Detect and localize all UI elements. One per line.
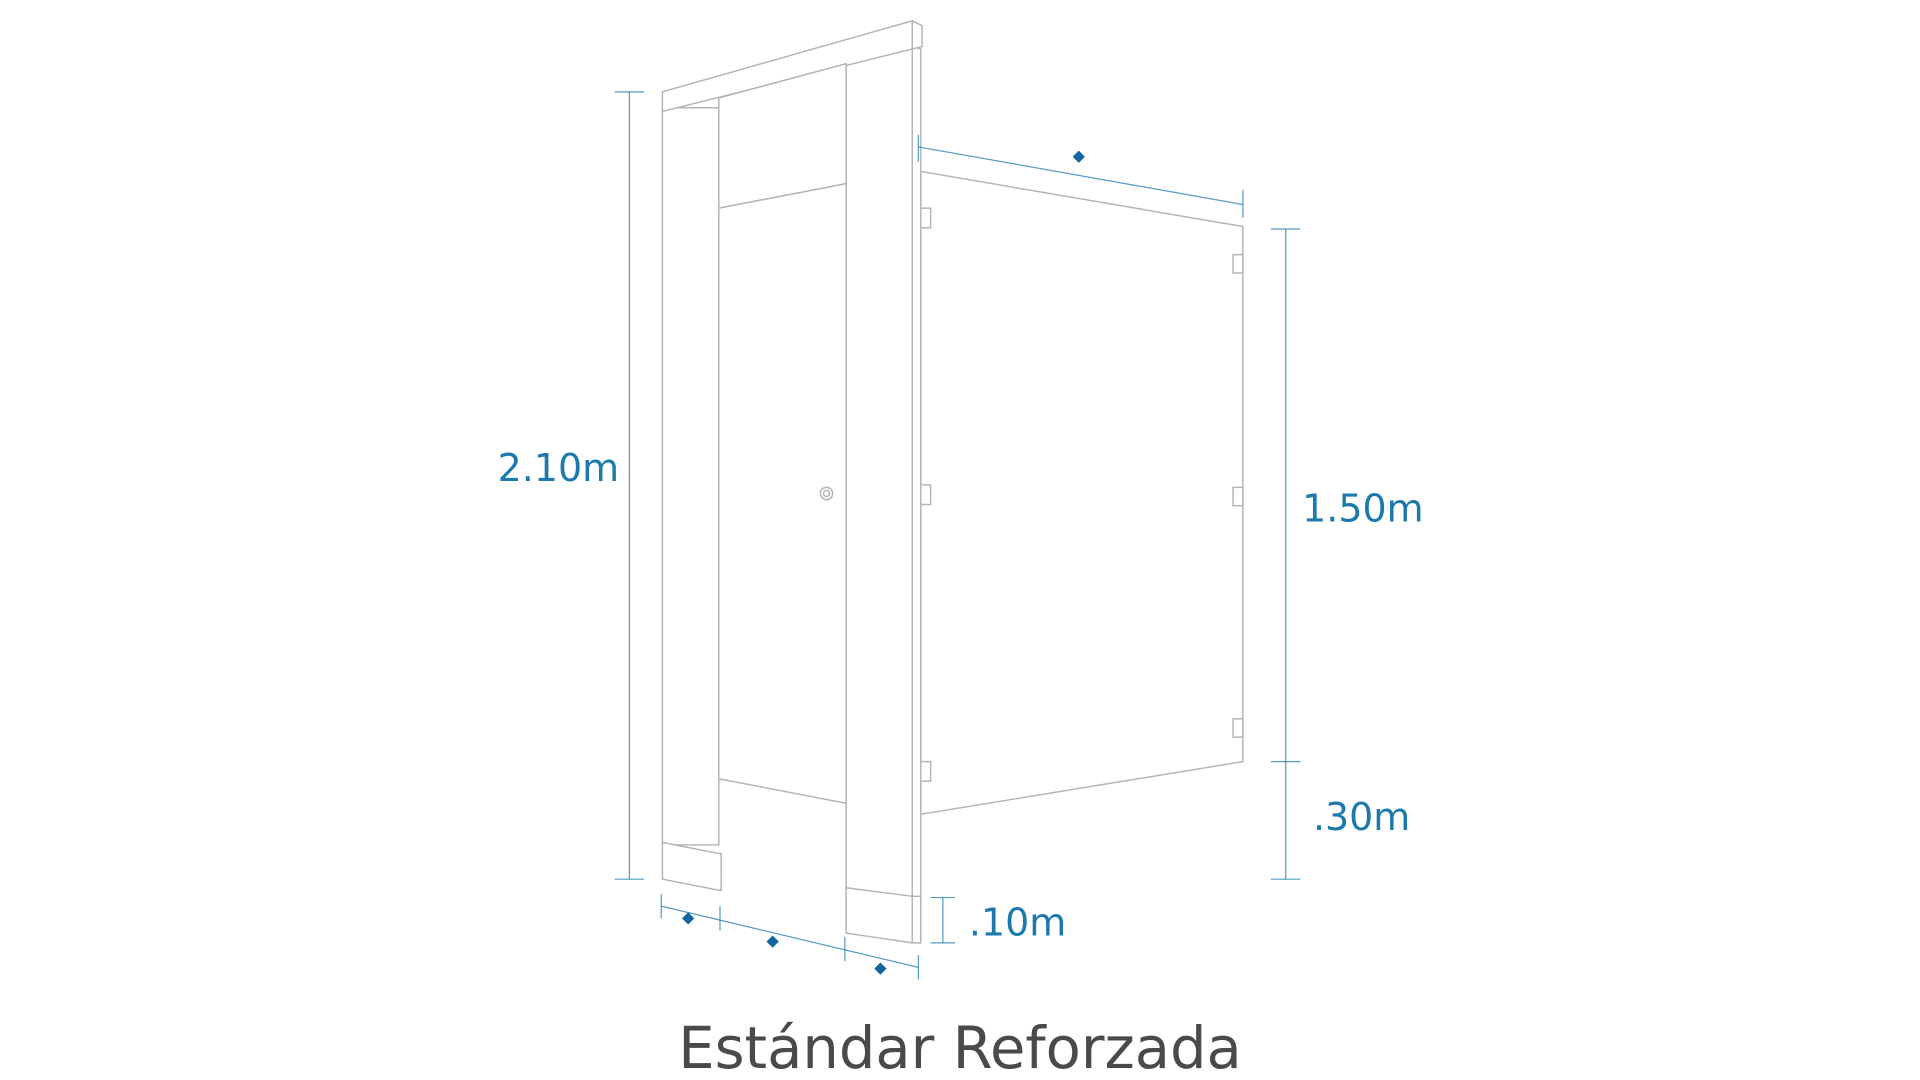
dimension-lines: [614, 91, 1301, 980]
clearance-label: .30m: [1313, 795, 1410, 839]
panel-height-label: 1.50m: [1302, 487, 1423, 531]
title: Estándar Reforzada: [678, 1015, 1242, 1080]
stall-drawing: [661, 20, 1244, 944]
shoe-height-label: .10m: [969, 901, 1066, 945]
height-label: 2.10m: [498, 446, 619, 490]
